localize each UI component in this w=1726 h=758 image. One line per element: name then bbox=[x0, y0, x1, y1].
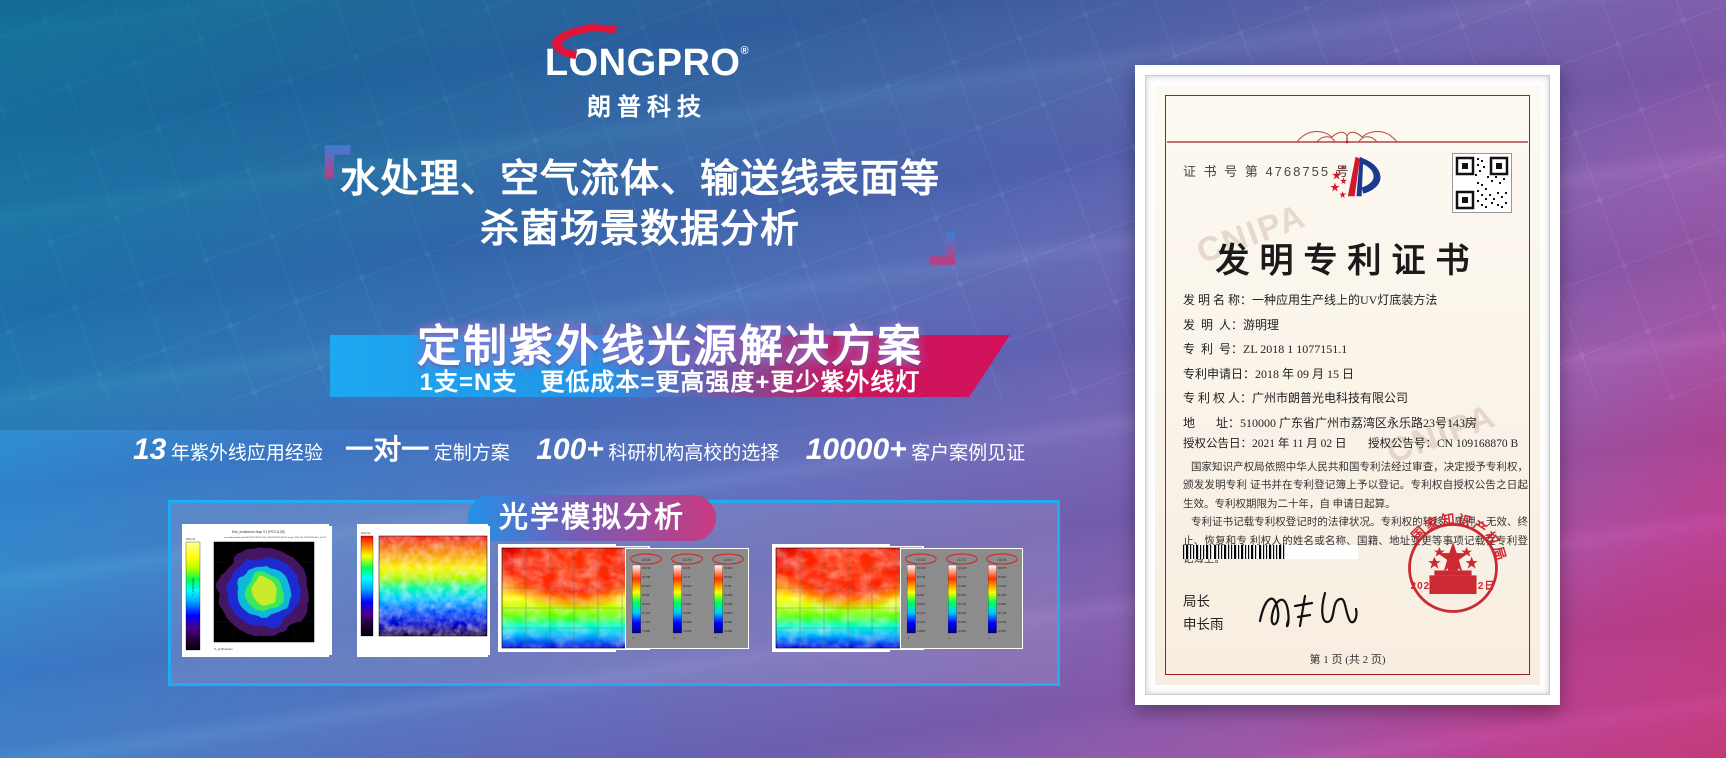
svg-text:86.0941: 86.0941 bbox=[724, 575, 733, 579]
svg-text:serial data/spatials.data.REP1: serial data/spatials.data.REP1ST25.ACR1.… bbox=[224, 536, 327, 539]
svg-text:73.5431: 73.5431 bbox=[998, 584, 1007, 588]
svg-text:98.3933: 98.3933 bbox=[724, 566, 733, 570]
svg-text:108.396: 108.396 bbox=[641, 558, 651, 562]
svg-text:27.3647: 27.3647 bbox=[642, 620, 651, 624]
svg-text:41.1447: 41.1447 bbox=[917, 611, 926, 615]
svg-text:50.7241: 50.7241 bbox=[958, 602, 967, 606]
svg-text:73.795: 73.795 bbox=[724, 584, 731, 588]
svg-text:100.372: 100.372 bbox=[957, 558, 967, 562]
svg-text:86.8429: 86.8429 bbox=[683, 584, 692, 588]
svg-text:27.3647: 27.3647 bbox=[917, 620, 926, 624]
svg-text:96.0784: 96.0784 bbox=[642, 575, 651, 579]
svg-text:109.763: 109.763 bbox=[917, 566, 926, 570]
svg-text:101.31: 101.31 bbox=[683, 575, 690, 579]
svg-text:36.7715: 36.7715 bbox=[998, 611, 1007, 615]
svg-text:72.3696: 72.3696 bbox=[683, 593, 692, 597]
svg-text:85.8003: 85.8003 bbox=[998, 575, 1007, 579]
svg-text:88.7671: 88.7671 bbox=[958, 575, 967, 579]
svg-text:57.8963: 57.8963 bbox=[683, 602, 692, 606]
svg-text:63.4051: 63.4051 bbox=[958, 593, 967, 597]
svg-text:Y_(millimeter): Y_(millimeter) bbox=[191, 577, 195, 596]
svg-text:W/cm2: W/cm2 bbox=[186, 537, 196, 541]
svg-text:96.0784: 96.0784 bbox=[917, 575, 926, 579]
svg-text:76.0861: 76.0861 bbox=[958, 584, 967, 588]
svg-text:101.448: 101.448 bbox=[958, 566, 967, 570]
svg-text:24.5983: 24.5983 bbox=[724, 620, 733, 624]
svg-text:25.3621: 25.3621 bbox=[958, 620, 967, 624]
svg-text:13.5867: 13.5867 bbox=[917, 629, 926, 633]
svg-text:115.78: 115.78 bbox=[683, 566, 690, 570]
svg-text:104.604: 104.604 bbox=[723, 558, 733, 562]
svg-text:2021年11月02日: 2021年11月02日 bbox=[1411, 579, 1496, 592]
svg-text:38.0431: 38.0431 bbox=[958, 611, 967, 615]
svg-text:61.4958: 61.4958 bbox=[724, 593, 733, 597]
svg-text:98.0575: 98.0575 bbox=[998, 566, 1007, 570]
svg-text:41.1447: 41.1447 bbox=[642, 611, 651, 615]
svg-text:W/cm2: W/cm2 bbox=[361, 531, 371, 535]
svg-text:68.699: 68.699 bbox=[642, 593, 649, 597]
svg-text:82.4973: 82.4973 bbox=[917, 584, 926, 588]
svg-text:13.5867: 13.5867 bbox=[642, 629, 651, 633]
svg-text:12.2571: 12.2571 bbox=[998, 629, 1007, 633]
svg-text:68.699: 68.699 bbox=[917, 593, 924, 597]
svg-text:12.2991: 12.2991 bbox=[724, 629, 733, 633]
svg-text:108.296: 108.296 bbox=[998, 558, 1008, 562]
svg-text:61.2859: 61.2859 bbox=[998, 593, 1007, 597]
svg-text:116.784: 116.784 bbox=[682, 558, 691, 562]
svg-text:49.1966: 49.1966 bbox=[724, 602, 733, 606]
svg-text:Test_Irradiance Map V1 (PEC112: Test_Irradiance Map V1 (PEC1128) bbox=[231, 530, 284, 534]
svg-text:82.4973: 82.4973 bbox=[642, 584, 651, 588]
svg-text:108.363: 108.363 bbox=[916, 558, 926, 562]
svg-text:109.784: 109.784 bbox=[642, 566, 651, 570]
svg-text:X_(millimeter): X_(millimeter) bbox=[214, 647, 233, 651]
svg-text:43.4231: 43.4231 bbox=[683, 611, 692, 615]
svg-text:28.9498: 28.9498 bbox=[683, 620, 692, 624]
svg-text:36.8975: 36.8975 bbox=[724, 611, 733, 615]
svg-text:54.9227: 54.9227 bbox=[917, 602, 926, 606]
svg-text:14.4765: 14.4765 bbox=[683, 629, 692, 633]
svg-text:24.5143: 24.5143 bbox=[998, 620, 1007, 624]
svg-text:49.0287: 49.0287 bbox=[998, 602, 1007, 606]
svg-text:12.6811: 12.6811 bbox=[958, 629, 967, 633]
svg-text:54.9227: 54.9227 bbox=[642, 602, 651, 606]
